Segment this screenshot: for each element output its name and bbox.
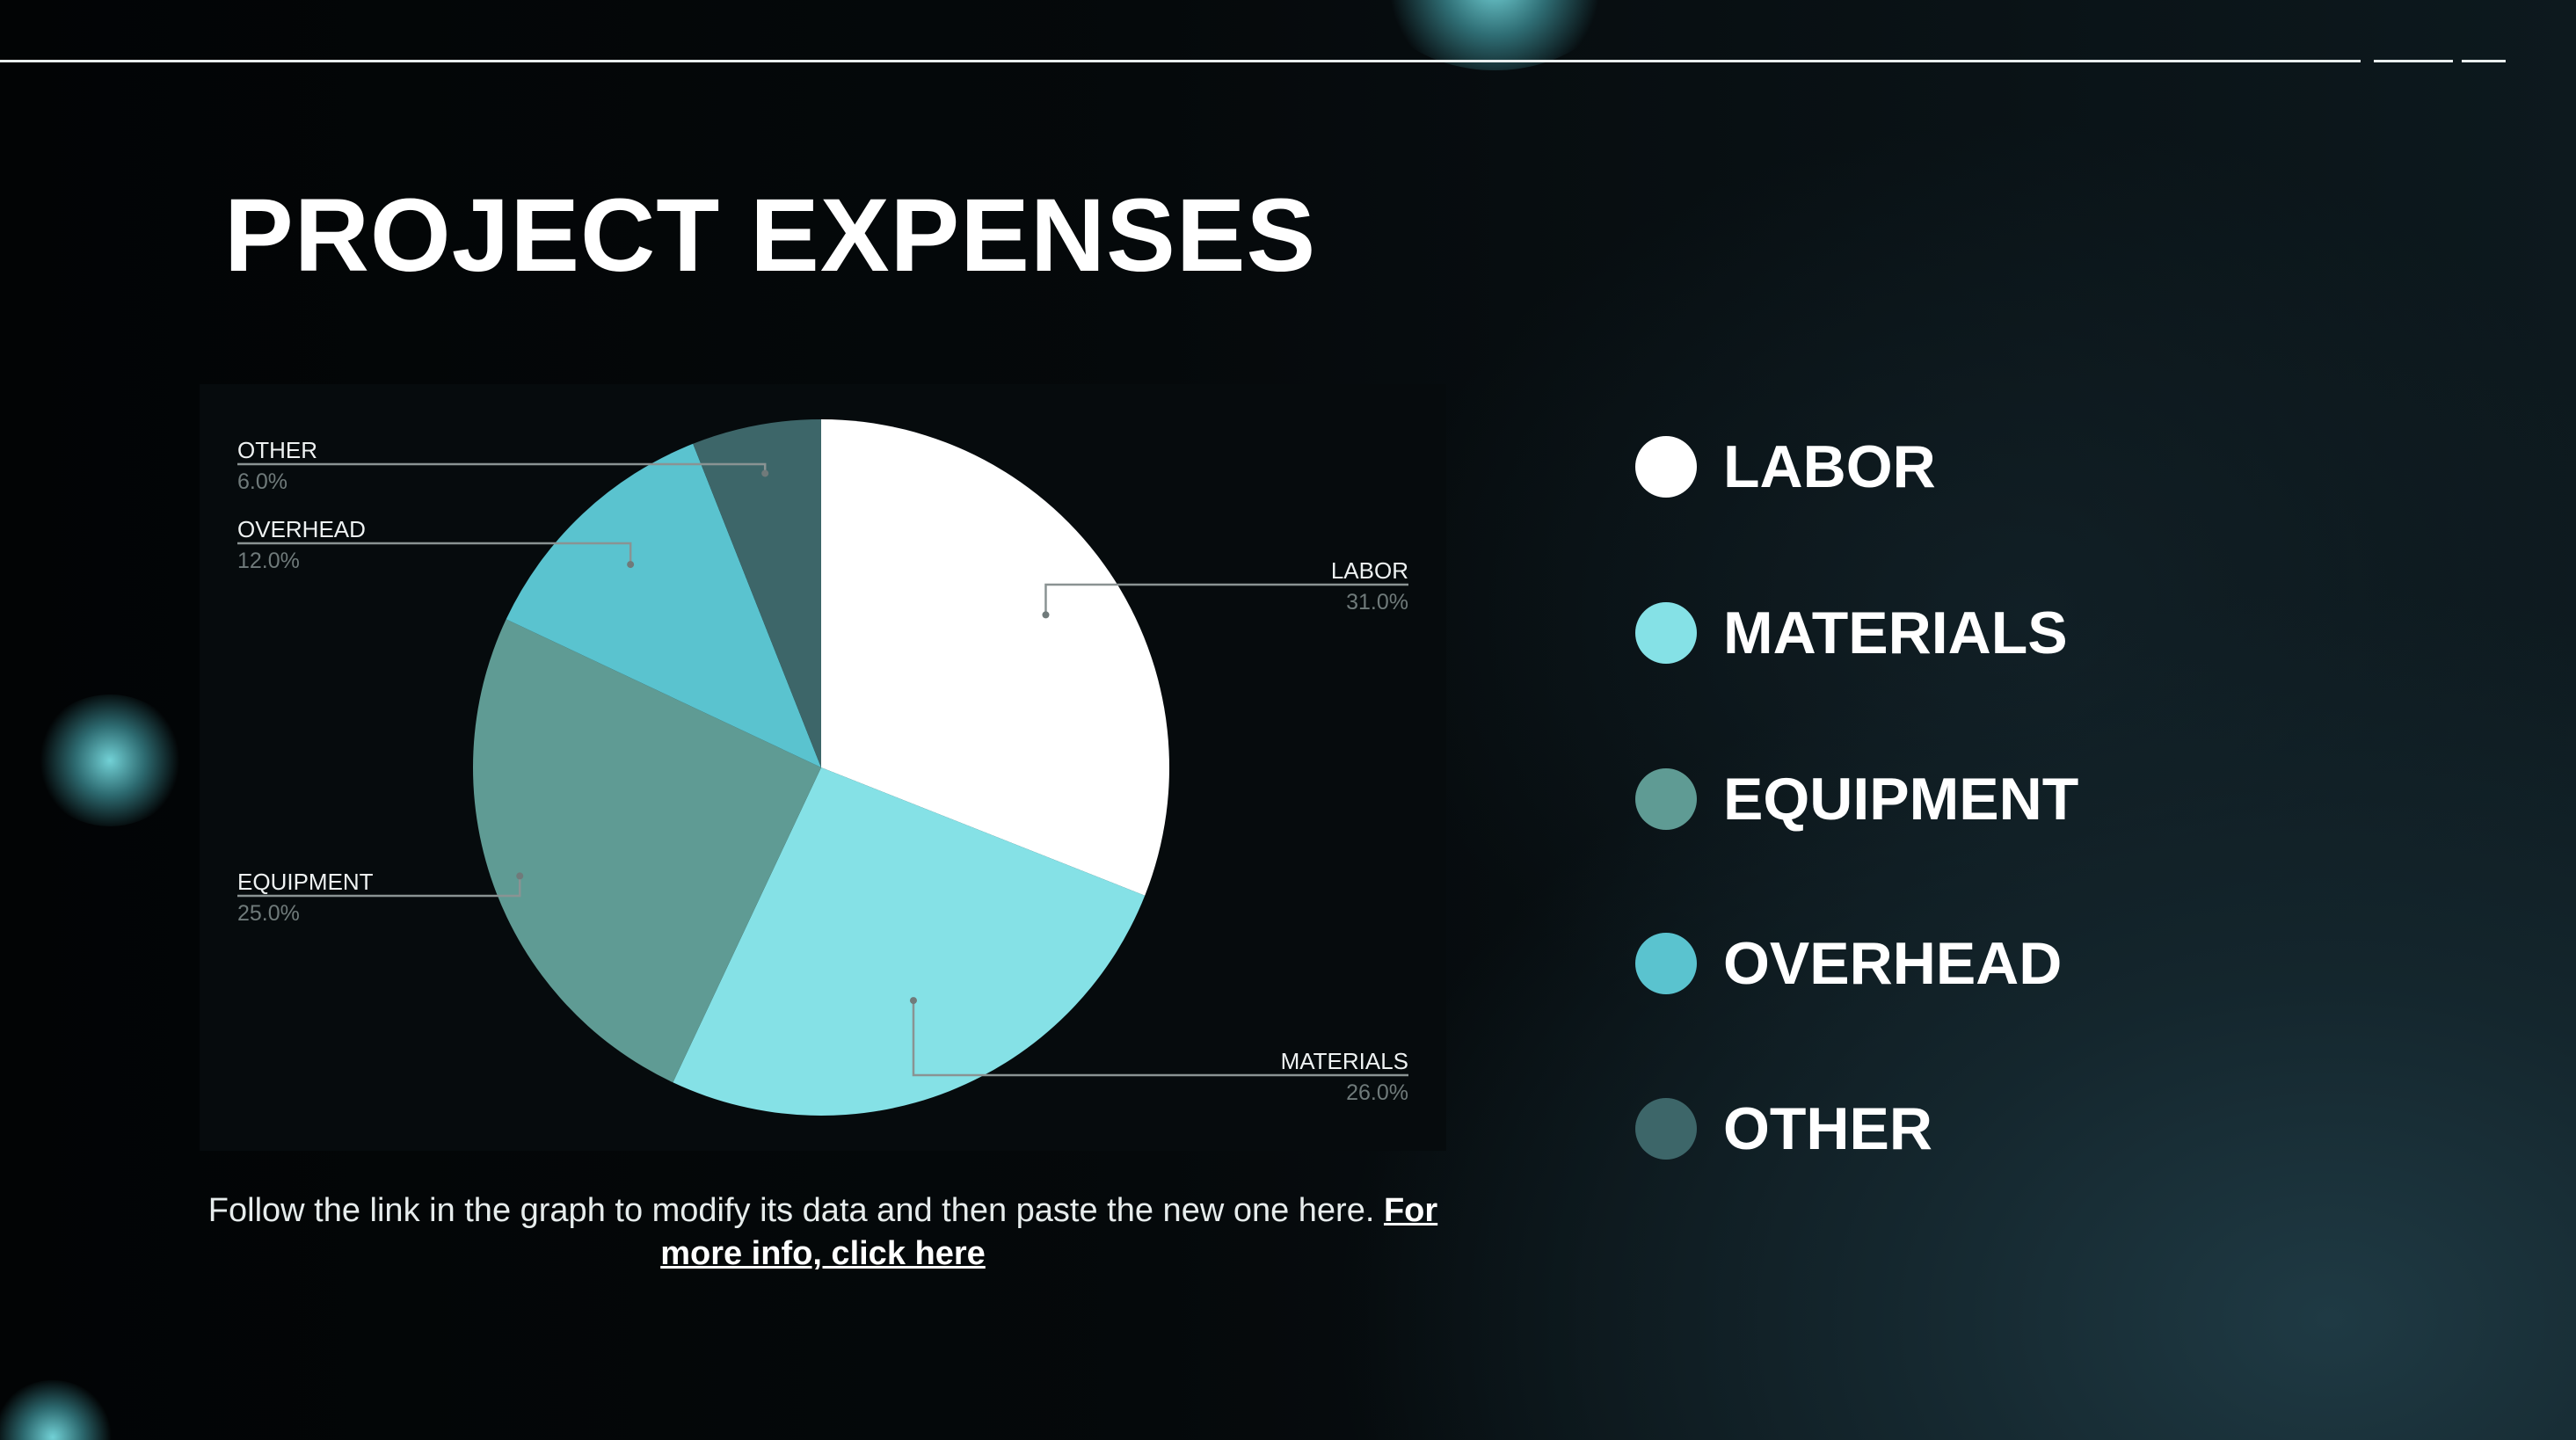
pie-chart-container[interactable]: LABOR 31.0% MATERIALS 26.0% EQUIPMENT 25.0% OV… [200,384,1446,1151]
pie-slice-labor[interactable] [821,419,1169,896]
data-label-name-other: OTHER [237,437,317,463]
legend-label-overhead: OVERHEAD [1723,930,2063,997]
leader-dot-equipment [516,872,524,880]
legend-item-other: OTHER [1635,1095,1932,1162]
pie-slice-other[interactable] [693,419,821,767]
legend-label-labor: LABOR [1723,433,1936,500]
top-dash-2 [2462,60,2506,62]
data-label-value-labor: 31.0% [1346,590,1408,615]
legend-item-labor: LABOR [1635,433,1936,500]
pie-data-labels: LABOR 31.0% MATERIALS 26.0% EQUIPMENT 25.0% OV… [237,437,1408,1105]
legend-item-equipment: EQUIPMENT [1635,766,2078,833]
chart-caption: Follow the link in the graph to modify i… [200,1189,1446,1276]
legend-label-other: OTHER [1723,1095,1932,1162]
pie-slice-overhead[interactable] [506,443,821,767]
data-label-name-labor: LABOR [1331,557,1408,584]
top-dash-1 [2374,60,2453,62]
legend-swatch-equipment [1635,768,1697,830]
top-rule [0,60,2361,62]
legend-swatch-overhead [1635,933,1697,994]
leader-line-labor [1044,583,1408,615]
legend-item-materials: MATERIALS [1635,600,2068,666]
leader-dot-other [761,469,769,477]
leader-line-materials [912,1000,1408,1077]
data-label-name-overhead: OVERHEAD [237,516,366,542]
pie-slice-materials[interactable] [673,767,1146,1116]
data-label-value-other: 6.0% [237,469,287,494]
pie-chart[interactable]: LABOR 31.0% MATERIALS 26.0% EQUIPMENT 25.0% OV… [200,384,1446,1151]
pie-slice-equipment[interactable] [473,619,821,1083]
data-label-value-overhead: 12.0% [237,549,300,573]
legend-swatch-materials [1635,602,1697,664]
pie-leader-lines [237,462,1408,1077]
data-label-value-materials: 26.0% [1346,1080,1408,1105]
leader-line-overhead [237,542,632,565]
legend: LABOR MATERIALS EQUIPMENT OVERHEAD OTHER [1635,0,2427,1440]
data-label-name-materials: MATERIALS [1281,1048,1408,1074]
page-title: PROJECT EXPENSES [224,178,1317,294]
more-info-link[interactable]: For more info, click here [660,1192,1438,1272]
leader-dot-labor [1042,611,1050,619]
data-label-name-equipment: EQUIPMENT [237,869,374,895]
legend-item-overhead: OVERHEAD [1635,930,2062,997]
leader-dot-overhead [627,561,635,569]
glow-left [35,695,185,826]
legend-label-equipment: EQUIPMENT [1723,766,2079,833]
pie-slices [473,419,1169,1116]
leader-line-equipment [237,876,521,898]
caption-text: Follow the link in the graph to modify i… [207,1192,1375,1229]
legend-swatch-other [1635,1098,1697,1160]
leader-dot-materials [909,997,917,1005]
legend-label-materials: MATERIALS [1723,600,2068,666]
legend-swatch-labor [1635,436,1697,498]
glow-bottom-left [0,1380,114,1440]
data-label-value-equipment: 25.0% [237,901,300,926]
